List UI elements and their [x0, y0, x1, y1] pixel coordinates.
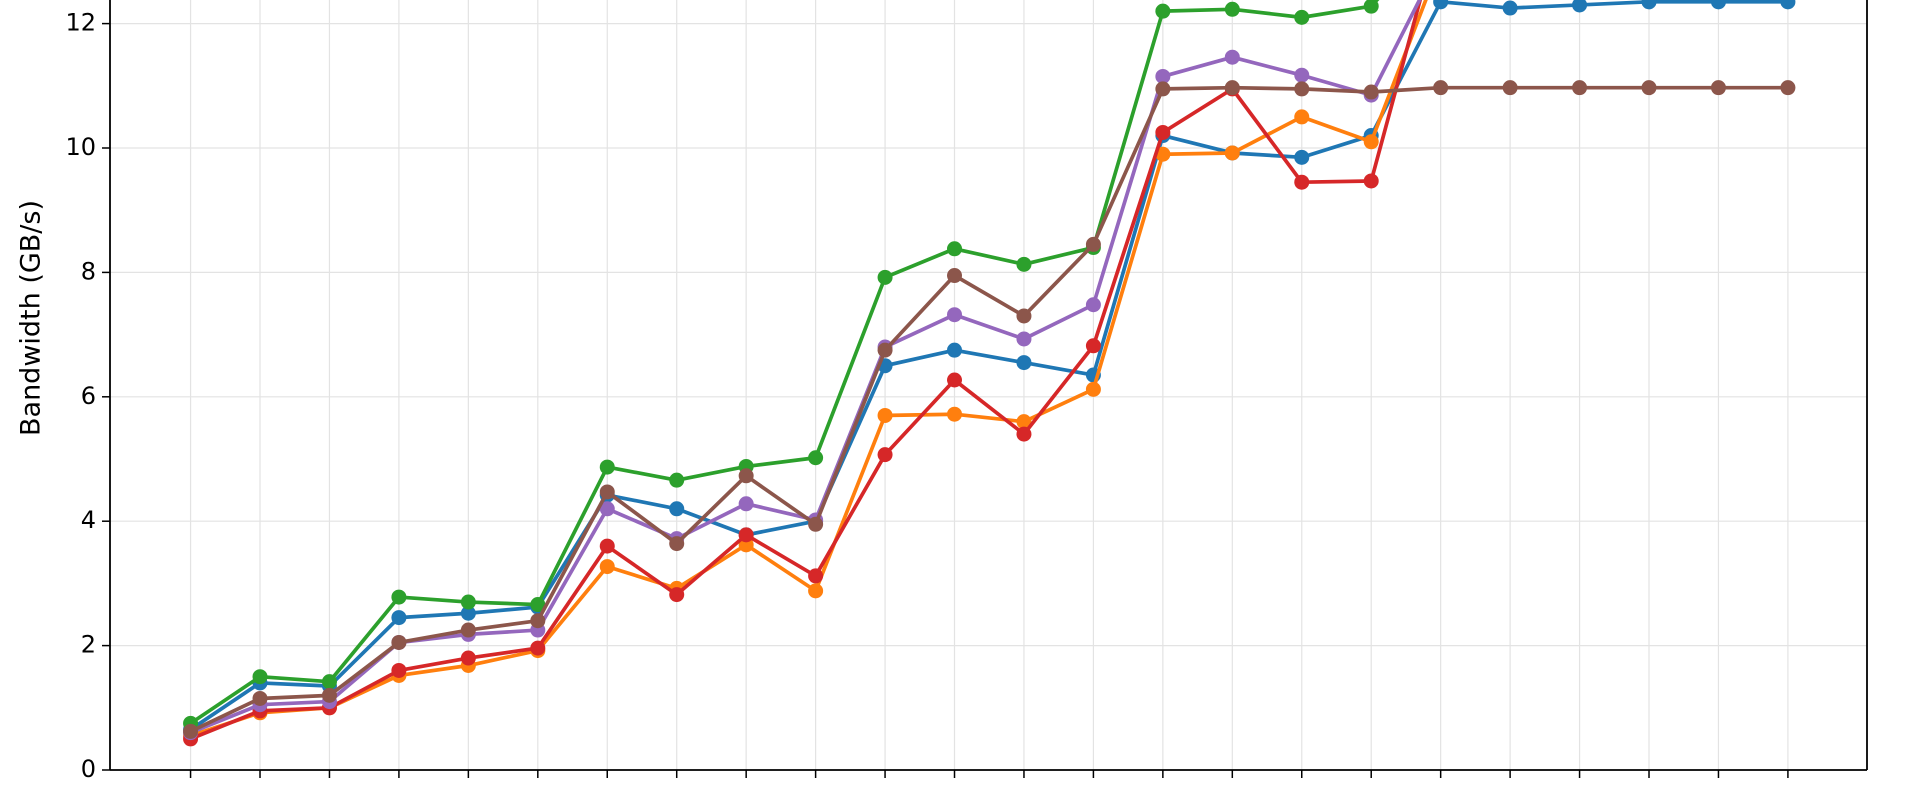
data-point — [1641, 0, 1657, 10]
data-point — [877, 269, 893, 285]
data-point — [1016, 331, 1032, 347]
data-point — [1294, 149, 1310, 165]
data-point — [1016, 426, 1032, 442]
data-point — [1780, 0, 1796, 10]
data-point — [808, 568, 824, 584]
data-point — [1224, 1, 1240, 17]
data-point — [1016, 414, 1032, 430]
data-point — [599, 501, 615, 517]
data-point — [460, 650, 476, 666]
grid — [110, 0, 1867, 771]
data-point — [1155, 146, 1171, 162]
data-point — [530, 597, 546, 613]
data-point — [1016, 256, 1032, 272]
data-point — [1155, 124, 1171, 140]
y-tick-label: 2 — [81, 631, 96, 659]
data-point — [460, 594, 476, 610]
data-point — [877, 342, 893, 358]
y-tick-label: 6 — [81, 382, 96, 410]
data-point — [1641, 80, 1657, 96]
data-point — [947, 406, 963, 422]
series-line — [189, 0, 1788, 732]
data-point — [530, 640, 546, 656]
y-tick-label: 10 — [65, 133, 96, 161]
y-tick-label: 8 — [81, 257, 96, 285]
data-point — [391, 610, 407, 626]
data-point — [391, 589, 407, 605]
data-point — [1085, 338, 1101, 354]
data-point — [1294, 67, 1310, 83]
series-line — [189, 85, 1788, 734]
data-point — [877, 447, 893, 463]
data-point — [530, 613, 546, 629]
data-point — [947, 307, 963, 323]
data-point — [1780, 80, 1796, 96]
data-point — [599, 484, 615, 500]
data-point — [947, 268, 963, 284]
data-point — [1294, 174, 1310, 190]
data-point — [321, 674, 337, 690]
data-point — [1224, 49, 1240, 65]
data-point — [1294, 9, 1310, 25]
data-point — [877, 407, 893, 423]
data-point — [252, 690, 268, 706]
data-point — [1016, 355, 1032, 371]
data-point — [669, 587, 685, 603]
data-point — [738, 468, 754, 484]
data-point — [808, 583, 824, 599]
data-point — [391, 634, 407, 650]
data-point — [1710, 80, 1726, 96]
data-point — [808, 450, 824, 466]
data-point — [1085, 236, 1101, 252]
data-point — [183, 723, 199, 739]
data-point — [947, 241, 963, 257]
data-point — [1155, 3, 1171, 19]
data-point — [1572, 0, 1588, 13]
data-point — [1572, 80, 1588, 96]
data-point — [1710, 0, 1726, 10]
data-point — [669, 472, 685, 488]
data-point — [252, 669, 268, 685]
data-point — [1502, 0, 1518, 16]
data-point — [947, 342, 963, 358]
data-point — [1085, 381, 1101, 397]
y-axis-label: Bandwidth (GB/s) — [16, 200, 47, 436]
data-point — [669, 501, 685, 517]
data-point — [599, 459, 615, 475]
data-point — [808, 516, 824, 532]
data-point — [460, 622, 476, 638]
data-point — [1294, 109, 1310, 125]
data-point — [599, 559, 615, 575]
data-point — [1294, 81, 1310, 97]
data-point — [1363, 134, 1379, 150]
data-point — [1363, 0, 1379, 14]
data-point — [321, 687, 337, 703]
data-point — [1224, 80, 1240, 96]
data-point — [1016, 308, 1032, 324]
data-point — [1433, 80, 1449, 96]
data-point — [1363, 84, 1379, 100]
data-point — [669, 536, 685, 552]
data-point — [1363, 173, 1379, 189]
data-point — [599, 538, 615, 554]
data-point — [738, 496, 754, 512]
y-tick-label: 12 — [65, 9, 96, 37]
data-point — [460, 605, 476, 621]
data-point — [738, 527, 754, 543]
data-point — [1155, 68, 1171, 84]
data-point — [1433, 0, 1449, 10]
data-point — [1224, 145, 1240, 161]
data-point — [1155, 81, 1171, 97]
data-point — [1502, 80, 1518, 96]
data-point — [947, 372, 963, 388]
y-tick-label: 4 — [81, 506, 96, 534]
data-point — [391, 662, 407, 678]
y-tick-label: 0 — [81, 755, 96, 783]
data-point — [1085, 297, 1101, 313]
